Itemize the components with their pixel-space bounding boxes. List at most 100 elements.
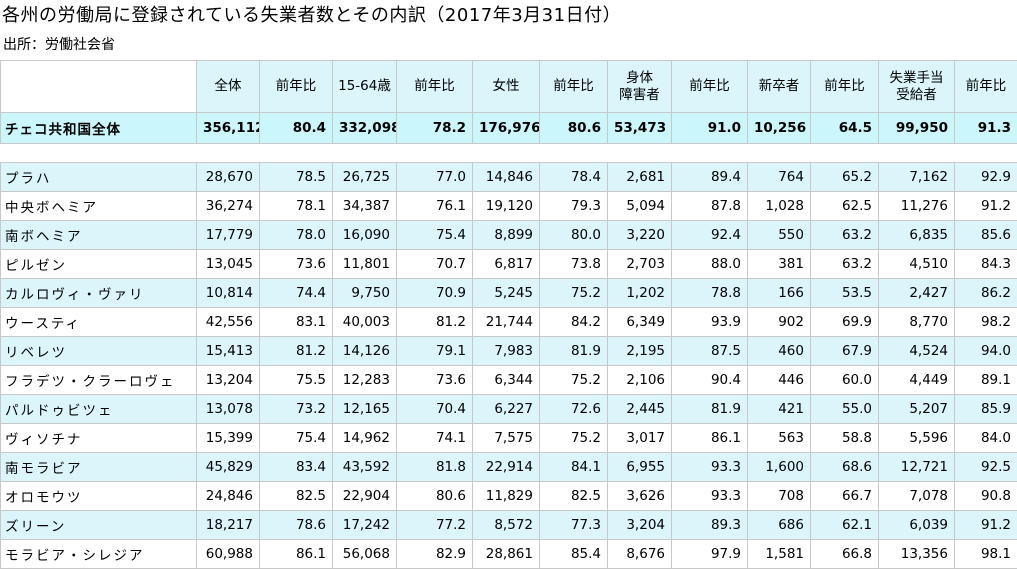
- table-cell: 12,165: [333, 395, 397, 424]
- table-cell: 5,245: [473, 279, 540, 308]
- table-cell: 84.1: [540, 453, 608, 482]
- table-cell: 74.1: [397, 424, 473, 453]
- total-value: 64.5: [811, 113, 879, 144]
- table-cell: 65.2: [811, 163, 879, 192]
- table-cell: 86.2: [955, 279, 1017, 308]
- table-cell: 550: [748, 221, 811, 250]
- table-cell: 6,344: [473, 366, 540, 395]
- region-name: フラデツ・クラーロヴェ: [1, 366, 197, 395]
- table-cell: 90.8: [955, 482, 1017, 511]
- source-note: 出所：労働社会省: [3, 36, 115, 54]
- table-cell: 55.0: [811, 395, 879, 424]
- table-cell: 8,676: [608, 540, 672, 569]
- table-cell: 92.9: [955, 163, 1017, 192]
- table-cell: 86.1: [672, 424, 748, 453]
- table-cell: 81.2: [397, 308, 473, 337]
- table-cell: 28,861: [473, 540, 540, 569]
- table-cell: 85.9: [955, 395, 1017, 424]
- table-cell: 78.6: [260, 511, 333, 540]
- table-cell: 80.0: [540, 221, 608, 250]
- table-cell: 73.8: [540, 250, 608, 279]
- table-cell: 63.2: [811, 250, 879, 279]
- column-header: 失業手当受給者: [879, 61, 955, 113]
- table-cell: 8,572: [473, 511, 540, 540]
- table-cell: 11,801: [333, 250, 397, 279]
- table-cell: 77.0: [397, 163, 473, 192]
- total-value: 80.4: [260, 113, 333, 144]
- region-name: ヴィソチナ: [1, 424, 197, 453]
- table-cell: 2,445: [608, 395, 672, 424]
- table-cell: 82.5: [540, 482, 608, 511]
- table-cell: 89.3: [672, 511, 748, 540]
- table-cell: 6,955: [608, 453, 672, 482]
- table-cell: 78.4: [540, 163, 608, 192]
- table-cell: 40,003: [333, 308, 397, 337]
- table-cell: 421: [748, 395, 811, 424]
- table-cell: 81.9: [540, 337, 608, 366]
- table-cell: 2,703: [608, 250, 672, 279]
- total-value: 91.0: [672, 113, 748, 144]
- region-name: カルロヴィ・ヴァリ: [1, 279, 197, 308]
- table-cell: 381: [748, 250, 811, 279]
- column-header: 前年比: [811, 61, 879, 113]
- table-cell: 73.6: [397, 366, 473, 395]
- table-cell: 446: [748, 366, 811, 395]
- table-cell: 19,120: [473, 192, 540, 221]
- table-cell: 70.9: [397, 279, 473, 308]
- table-cell: 5,207: [879, 395, 955, 424]
- region-name: モラビア・シレジア: [1, 540, 197, 569]
- region-name: ズリーン: [1, 511, 197, 540]
- table-cell: 2,681: [608, 163, 672, 192]
- table-cell: 93.3: [672, 482, 748, 511]
- table-cell: 16,090: [333, 221, 397, 250]
- table-cell: 8,770: [879, 308, 955, 337]
- total-value: 332,098: [333, 113, 397, 144]
- column-header: 前年比: [672, 61, 748, 113]
- table-cell: 81.8: [397, 453, 473, 482]
- table-cell: 89.1: [955, 366, 1017, 395]
- table-cell: 85.4: [540, 540, 608, 569]
- table-cell: 93.9: [672, 308, 748, 337]
- table-cell: 4,524: [879, 337, 955, 366]
- column-header: 新卒者: [748, 61, 811, 113]
- table-cell: 58.8: [811, 424, 879, 453]
- table-cell: 6,349: [608, 308, 672, 337]
- table-cell: 3,017: [608, 424, 672, 453]
- column-header: 全体: [197, 61, 260, 113]
- table-cell: 6,039: [879, 511, 955, 540]
- table-cell: 3,220: [608, 221, 672, 250]
- table-cell: 78.1: [260, 192, 333, 221]
- table-cell: 15,399: [197, 424, 260, 453]
- table-cell: 1,600: [748, 453, 811, 482]
- table-cell: 5,094: [608, 192, 672, 221]
- table-cell: 98.2: [955, 308, 1017, 337]
- table-cell: 12,283: [333, 366, 397, 395]
- table-cell: 80.6: [397, 482, 473, 511]
- table-cell: 42,556: [197, 308, 260, 337]
- table-cell: 1,202: [608, 279, 672, 308]
- table-cell: 84.2: [540, 308, 608, 337]
- table-cell: 62.1: [811, 511, 879, 540]
- table-cell: 22,914: [473, 453, 540, 482]
- table-cell: 91.2: [955, 192, 1017, 221]
- table-cell: 93.3: [672, 453, 748, 482]
- table-cell: 11,276: [879, 192, 955, 221]
- region-name: オロモウツ: [1, 482, 197, 511]
- table-cell: 3,626: [608, 482, 672, 511]
- table-cell: 563: [748, 424, 811, 453]
- table-cell: 1,581: [748, 540, 811, 569]
- table-cell: 89.4: [672, 163, 748, 192]
- total-value: 80.6: [540, 113, 608, 144]
- table-cell: 91.2: [955, 511, 1017, 540]
- table-cell: 56,068: [333, 540, 397, 569]
- table-cell: 6,227: [473, 395, 540, 424]
- table-cell: 14,846: [473, 163, 540, 192]
- column-header: 身体障害者: [608, 61, 672, 113]
- table-cell: 79.3: [540, 192, 608, 221]
